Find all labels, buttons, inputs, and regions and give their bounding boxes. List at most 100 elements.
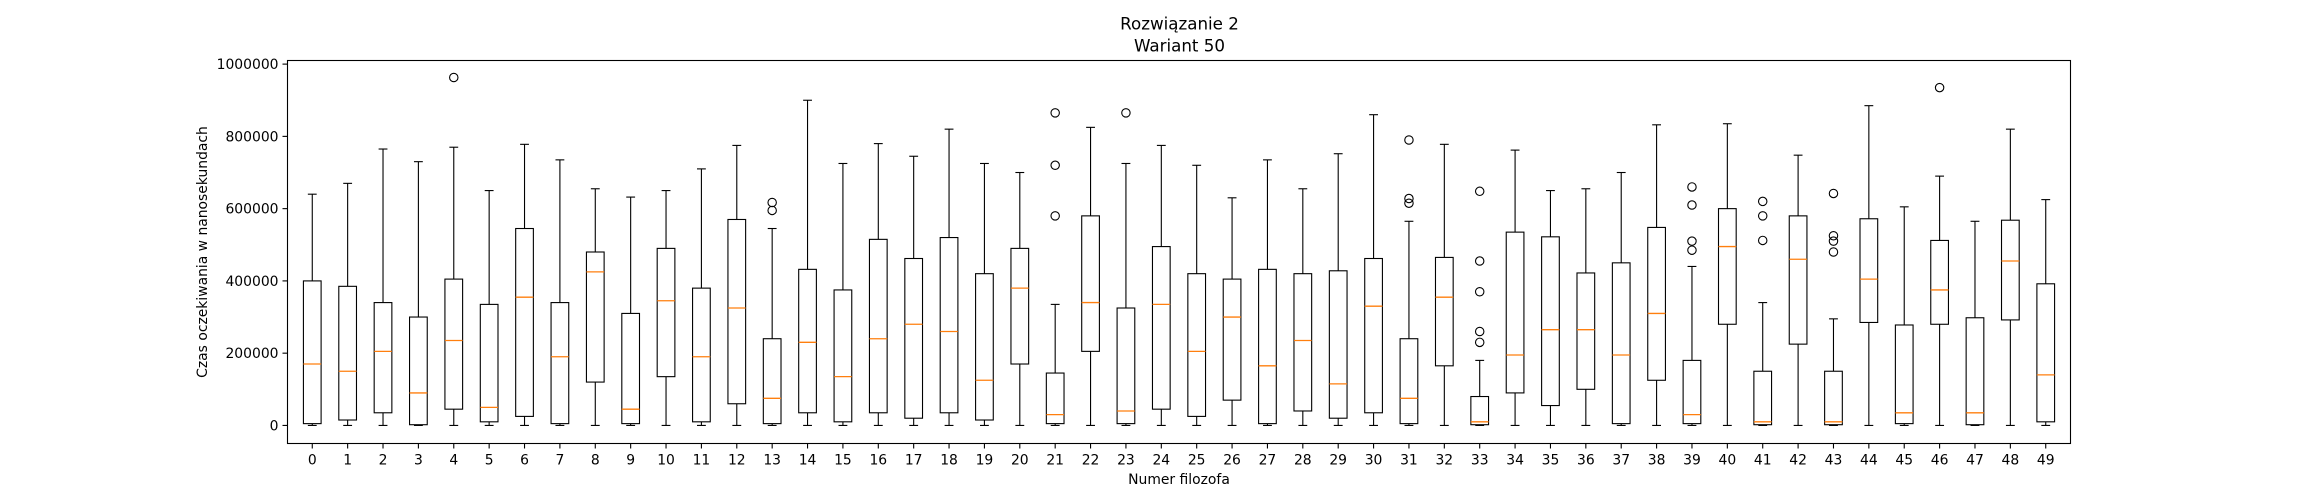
- iqr-box: [868, 238, 888, 414]
- box-44: [1859, 105, 1879, 426]
- box-43: [1824, 188, 1843, 426]
- box-39: [1682, 182, 1702, 426]
- x-axis-label: Numer filozofa: [1128, 472, 1230, 488]
- iqr-box: [762, 338, 782, 425]
- outlier-point: [1050, 108, 1060, 118]
- outlier-point: [1757, 235, 1768, 246]
- box-42: [1788, 154, 1808, 426]
- box-4: [444, 72, 464, 426]
- iqr-box: [1930, 239, 1949, 325]
- x-tick-label: 43: [1825, 453, 1843, 469]
- x-tick-label: 28: [1294, 453, 1312, 469]
- box-5: [479, 190, 499, 426]
- iqr-box: [621, 312, 641, 425]
- outlier-point: [1934, 82, 1945, 93]
- iqr-box: [515, 227, 534, 417]
- box-40: [1717, 123, 1737, 426]
- y-tick-label: 600000: [225, 202, 278, 218]
- box-19: [975, 162, 994, 426]
- y-axis: 0 200000 400000 600000 800000 1000000: [217, 57, 288, 434]
- outlier-point: [1050, 211, 1060, 221]
- x-tick-label: 38: [1648, 453, 1666, 469]
- iqr-box: [2000, 219, 2020, 321]
- box-1: [338, 182, 358, 426]
- x-tick-label: 36: [1577, 453, 1595, 469]
- iqr-box: [904, 257, 924, 419]
- outlier-point: [1828, 247, 1839, 257]
- x-tick-label: 27: [1259, 453, 1277, 469]
- x-tick-label: 16: [869, 453, 887, 469]
- x-tick-label: 10: [657, 453, 675, 469]
- x-tick-label: 7: [555, 453, 564, 469]
- iqr-box: [1151, 246, 1171, 410]
- outlier-point: [1404, 135, 1414, 145]
- iqr-box: [1541, 236, 1560, 407]
- box-6: [515, 143, 534, 426]
- iqr-box: [1470, 395, 1490, 426]
- iqr-box: [1682, 359, 1702, 425]
- outlier-point: [1121, 108, 1131, 118]
- box-35: [1541, 190, 1560, 426]
- x-tick-label: 22: [1082, 453, 1100, 469]
- iqr-box: [1328, 270, 1348, 419]
- x-tick-label: 19: [976, 453, 994, 469]
- box-3: [409, 161, 428, 426]
- iqr-box: [939, 236, 959, 414]
- outlier-point: [1828, 188, 1839, 199]
- iqr-box: [833, 289, 853, 423]
- iqr-box: [1293, 273, 1313, 412]
- iqr-box: [1824, 370, 1843, 426]
- box-31: [1399, 135, 1419, 426]
- iqr-box: [1717, 208, 1737, 325]
- iqr-box: [1081, 215, 1100, 352]
- iqr-box: [1258, 268, 1277, 425]
- x-tick-label: 41: [1754, 453, 1772, 469]
- box-15: [833, 162, 853, 426]
- axes-frame: [286, 59, 2072, 445]
- iqr-box: [1965, 317, 1985, 426]
- iqr-box: [1364, 257, 1383, 414]
- box-33: [1470, 186, 1490, 426]
- y-tick-label: 0: [270, 418, 279, 434]
- x-tick-label: 11: [693, 453, 711, 469]
- outlier-point: [1474, 326, 1485, 337]
- x-tick-label: 48: [2002, 453, 2020, 469]
- y-tick-label: 1000000: [217, 57, 279, 73]
- box-11: [692, 168, 711, 426]
- iqr-box: [1434, 256, 1454, 367]
- y-tick-label: 200000: [225, 346, 278, 362]
- outlier-point: [1687, 245, 1697, 255]
- iqr-box: [302, 280, 322, 425]
- x-tick-label: 6: [520, 453, 529, 469]
- iqr-box: [1010, 247, 1030, 365]
- iqr-box: [550, 302, 570, 425]
- x-tick-label: 3: [414, 453, 423, 469]
- x-tick-label: 2: [379, 453, 388, 469]
- box-34: [1505, 149, 1525, 426]
- iqr-box: [1187, 273, 1207, 417]
- box-9: [621, 196, 641, 426]
- x-tick-label: 37: [1612, 453, 1630, 469]
- iqr-box: [1753, 370, 1773, 426]
- x-tick-label: 35: [1542, 453, 1560, 469]
- iqr-box: [1045, 372, 1065, 425]
- x-tick-label: 31: [1400, 453, 1418, 469]
- box-27: [1258, 159, 1277, 426]
- iqr-box: [656, 247, 676, 378]
- x-tick-label: 24: [1152, 453, 1170, 469]
- box-12: [727, 144, 747, 426]
- box-37: [1611, 171, 1631, 426]
- x-tick-label: 23: [1117, 453, 1135, 469]
- outlier-point: [1474, 256, 1485, 266]
- box-41: [1753, 196, 1773, 426]
- x-tick-label: 26: [1223, 453, 1241, 469]
- outlier-point: [1050, 160, 1060, 171]
- iqr-box: [1788, 215, 1808, 345]
- box-16: [868, 143, 888, 426]
- x-tick-label: 21: [1046, 453, 1064, 469]
- x-tick-label: 47: [1966, 453, 1984, 469]
- iqr-box: [1894, 324, 1914, 425]
- x-tick-label: 17: [905, 453, 923, 469]
- box-26: [1222, 197, 1242, 426]
